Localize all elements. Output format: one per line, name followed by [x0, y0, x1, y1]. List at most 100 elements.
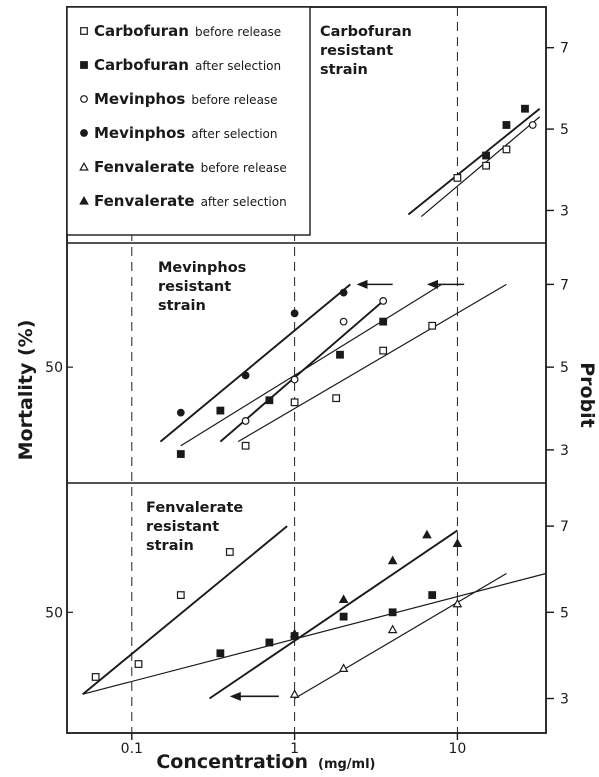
open-circle-marker [290, 375, 299, 384]
probit-tick-label: 7 [560, 277, 569, 293]
filled-square-marker [336, 350, 344, 359]
open-square-marker [225, 548, 234, 556]
legend-name: Fenvalerate [94, 158, 195, 176]
panels: 3 5 7 Carbofuran resistant strain 3 5 50 7 Mevinph… [45, 24, 569, 708]
open-square-marker [290, 398, 299, 407]
panel-title-line: Mevinphos [158, 260, 246, 276]
open-square-marker [502, 145, 511, 154]
filled-triangle-marker [79, 195, 89, 205]
open-triangle-marker [387, 624, 398, 634]
filled-square-marker [216, 649, 225, 658]
filled-square-marker [521, 104, 529, 113]
filled-square-marker [428, 591, 437, 599]
legend-suffix: before release [201, 161, 287, 175]
open-triangle-marker [338, 663, 349, 672]
filled-circle-marker [290, 309, 299, 318]
regression-line [420, 116, 541, 218]
legend-suffix: before release [195, 25, 281, 39]
regression-line [407, 107, 541, 216]
probit-tick-label: 5 [560, 360, 569, 376]
probit-tick-label: 5 [560, 122, 569, 138]
panel-3: 3 5 50 7 Fenvalerate resistant strain [45, 500, 569, 708]
filled-triangle-marker [422, 529, 432, 539]
probit-tick-label: 7 [560, 41, 569, 57]
legend: Carbofuran before release Carbofuran after … [66, 6, 311, 236]
regression-line [180, 283, 442, 447]
regression-line [82, 525, 288, 695]
open-square-marker [332, 394, 341, 403]
filled-square-marker [482, 151, 490, 160]
probit-tick-label: 3 [560, 443, 569, 459]
probit-tick-label: 3 [560, 692, 569, 708]
legend-name: Mevinphos [94, 124, 185, 142]
x-tick-label: 1 [290, 741, 299, 757]
panel-title-line: resistant [320, 43, 393, 59]
panel-2: 3 5 50 7 Mevinphos resistant strain [45, 260, 569, 459]
panel-title-line: resistant [146, 519, 219, 535]
x-ticks: 0.1 1 10 [121, 733, 467, 757]
x-tick-label: 0.1 [121, 741, 143, 757]
regression-line [82, 572, 547, 695]
mortality-tick-label: 50 [45, 360, 63, 376]
shift-arrow-head [426, 279, 438, 289]
legend-entry-label: Mevinphos before release [94, 90, 278, 108]
filled-square-marker [80, 61, 88, 69]
legend-suffix: after selection [201, 195, 287, 209]
legend-box [66, 6, 311, 236]
legend-name: Fenvalerate [94, 192, 195, 210]
legend-entry-label: Fenvalerate after selection [94, 192, 287, 210]
mortality-tick-label: 50 [45, 605, 63, 621]
open-triangle-marker [289, 689, 300, 698]
legend-entry: Fenvalerate before release [79, 158, 287, 176]
legend-name: Carbofuran [94, 22, 189, 40]
shift-arrow-head [229, 691, 241, 701]
filled-circle-marker [176, 408, 185, 417]
panel-title-line: strain [146, 538, 194, 554]
open-square-marker [176, 591, 185, 599]
open-square-marker [134, 660, 143, 668]
legend-entry: Fenvalerate after selection [79, 192, 287, 210]
open-square-marker [453, 173, 462, 182]
shift-arrow-head [356, 279, 368, 289]
legend-entry-label: Carbofuran after selection [94, 56, 281, 74]
open-triangle-marker [79, 161, 89, 171]
legend-entry: Mevinphos after selection [80, 124, 278, 142]
axes: 0.1 1 10 Concentration (mg/ml) Mortality (… [15, 320, 598, 773]
probit-tick-label: 5 [560, 605, 569, 621]
x-axis-unit: (mg/ml) [318, 757, 375, 772]
filled-circle-marker [339, 288, 348, 297]
regression-line [208, 529, 458, 700]
y-axis-title-left: Mortality (%) [15, 320, 37, 461]
panel-title-line: strain [320, 62, 368, 78]
panel-title-line: resistant [158, 279, 231, 295]
open-square-marker [482, 161, 490, 170]
panel-title-line: Fenvalerate [146, 500, 243, 516]
open-triangle-marker [452, 598, 463, 608]
legend-entry-label: Fenvalerate before release [94, 158, 287, 176]
filled-square-marker [265, 638, 274, 647]
legend-suffix: after selection [191, 127, 277, 141]
filled-square-marker [216, 406, 225, 415]
probit-tick-label: 3 [560, 203, 569, 219]
open-circle-marker [80, 95, 88, 103]
filled-triangle-marker [289, 628, 300, 638]
filled-triangle-marker [338, 594, 349, 604]
open-circle-marker [241, 417, 250, 425]
regression-line [294, 573, 507, 700]
open-circle-marker [379, 297, 388, 305]
filled-square-marker [379, 317, 388, 326]
open-square-marker [80, 27, 88, 35]
y-axis-title-right: Probit [576, 362, 598, 428]
legend-suffix: after selection [195, 59, 281, 73]
filled-triangle-marker [387, 555, 398, 565]
panel-1: 3 5 7 Carbofuran resistant strain [67, 24, 569, 219]
legend-name: Carbofuran [94, 56, 189, 74]
x-tick-label: 10 [449, 741, 467, 757]
open-square-marker [241, 441, 250, 450]
open-circle-marker [339, 317, 348, 326]
open-square-marker [428, 321, 437, 330]
panel-title-line: strain [158, 298, 206, 314]
filled-square-marker [502, 121, 511, 129]
filled-triangle-marker [452, 538, 463, 547]
